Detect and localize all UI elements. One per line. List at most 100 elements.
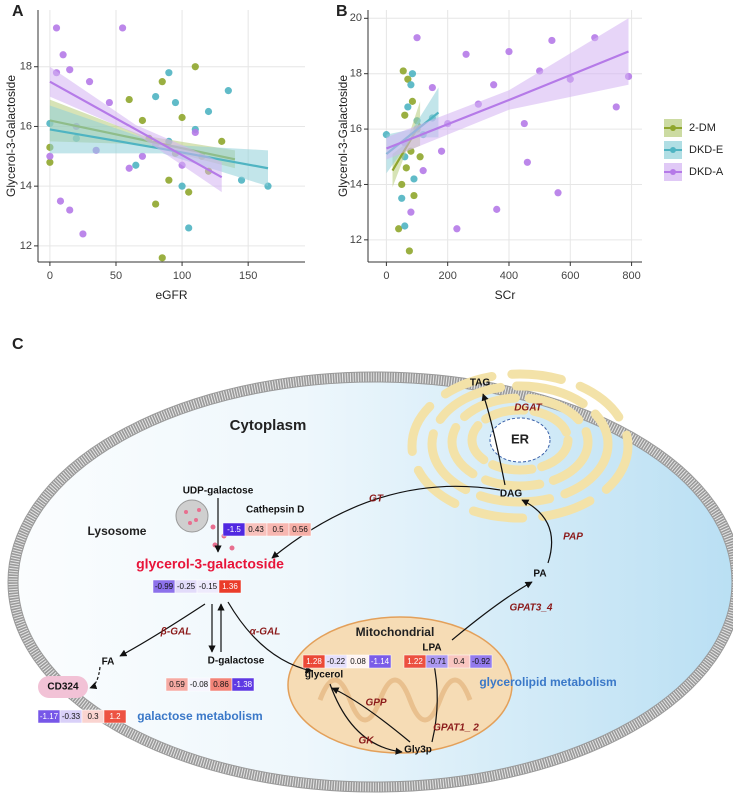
- point: [428, 83, 436, 92]
- legend-dot: [670, 169, 676, 175]
- point: [407, 81, 415, 89]
- panel-label: A: [12, 3, 24, 20]
- point: [46, 158, 54, 166]
- point: [79, 230, 87, 238]
- y-tick-label: 16: [20, 120, 32, 132]
- y-tick-label: 20: [350, 12, 362, 24]
- lpa-label: LPA: [422, 643, 441, 654]
- point: [408, 97, 417, 105]
- legend-label: 2-DM: [689, 122, 716, 134]
- heat-value: 1.2: [109, 712, 121, 721]
- point: [125, 95, 133, 104]
- point: [523, 158, 531, 166]
- x-tick-label: 600: [561, 270, 579, 282]
- panel-label: B: [336, 3, 348, 20]
- point: [59, 51, 67, 59]
- point: [191, 63, 199, 71]
- tag-label: TAG: [470, 378, 491, 389]
- fa-label: FA: [102, 657, 115, 668]
- udp-galactose-label: UDP-galactose: [183, 486, 254, 497]
- point: [152, 92, 160, 101]
- point: [407, 208, 415, 216]
- point: [404, 75, 412, 83]
- point: [158, 254, 166, 262]
- point: [493, 205, 501, 213]
- pap-label: PAP: [563, 532, 583, 543]
- heat-value: -0.92: [472, 657, 491, 666]
- arrows: [89, 393, 553, 755]
- heat-value: 0.08: [350, 657, 366, 666]
- point: [125, 164, 133, 172]
- glycerolipid-label: glycerolipid metabolism: [479, 675, 616, 689]
- point: [178, 182, 186, 190]
- x-tick-label: 800: [622, 270, 640, 282]
- cytoplasm-label: Cytoplasm: [230, 417, 307, 434]
- glycerol-label: glycerol: [305, 670, 344, 681]
- gpat1-2-label: GPAT1_ 2: [433, 723, 479, 734]
- beta-gal-label: β-GAL: [160, 627, 192, 638]
- x-tick-label: 50: [110, 270, 122, 282]
- point: [105, 98, 113, 107]
- point: [490, 81, 498, 89]
- fit-line: [49, 80, 223, 179]
- scatter-panel: 12 14 16 18 0 50 100 150 eGFR Glycerol-3-Galactos…: [4, 3, 305, 302]
- heat-cell: [469, 654, 493, 669]
- y-tick-label: 12: [20, 240, 32, 252]
- point: [520, 119, 528, 128]
- point: [185, 188, 193, 196]
- er-label: ER: [511, 431, 530, 446]
- x-tick-label: 0: [383, 270, 389, 282]
- point: [408, 70, 417, 78]
- legend-dot: [670, 147, 676, 153]
- point: [405, 247, 413, 255]
- heat-value: 0.56: [292, 525, 308, 534]
- heat-value: -0.71: [428, 657, 447, 666]
- heat-value: 0.59: [169, 680, 185, 689]
- point: [410, 191, 418, 200]
- heat-cell: [231, 677, 255, 692]
- cd324-label: CD324: [47, 682, 79, 693]
- point: [56, 197, 65, 205]
- point: [410, 175, 418, 183]
- endoplasmic-reticulum: [407, 369, 633, 523]
- point: [398, 180, 406, 189]
- y-axis-title: Glycerol-3-Galactoside: [4, 75, 18, 197]
- y-tick-label: 14: [350, 178, 362, 190]
- gly3p-label: Gly3p: [404, 745, 432, 756]
- point: [66, 66, 74, 74]
- point: [419, 167, 427, 175]
- gk-label: GK: [359, 736, 375, 747]
- point: [158, 78, 166, 86]
- membrane-texture: [8, 372, 733, 792]
- heat-value: 1.22: [407, 657, 423, 666]
- point: [401, 111, 409, 119]
- g3g-label: glycerol-3-galactoside: [136, 556, 284, 572]
- gpp-label: GPP: [365, 698, 386, 709]
- heat-cell: [288, 522, 312, 537]
- point: [178, 113, 186, 122]
- heat-cell: [103, 709, 127, 724]
- x-tick-label: 100: [173, 270, 191, 282]
- galactose-label: galactose metabolism: [137, 709, 262, 723]
- heat-value: -1.14: [371, 657, 390, 666]
- heat-value: 1.28: [306, 657, 322, 666]
- point: [191, 128, 199, 137]
- heat-value: -1.38: [234, 680, 253, 689]
- point: [548, 36, 556, 45]
- point: [398, 194, 406, 202]
- point: [171, 98, 180, 107]
- x-tick-label: 200: [439, 270, 457, 282]
- d-galactose-label: D-galactose: [208, 656, 265, 667]
- alpha-gal-label: α-GAL: [250, 627, 281, 638]
- point: [453, 225, 461, 233]
- heat-value: -0.22: [327, 657, 346, 666]
- y-axis-title: Glycerol-3-Galactoside: [336, 75, 350, 197]
- point: [138, 152, 147, 160]
- lysosome-label: Lysosome: [88, 524, 147, 538]
- point: [612, 103, 620, 111]
- gpat3-4-label: GPAT3_4: [510, 603, 553, 614]
- y-tick-label: 18: [20, 61, 32, 73]
- point: [132, 161, 140, 169]
